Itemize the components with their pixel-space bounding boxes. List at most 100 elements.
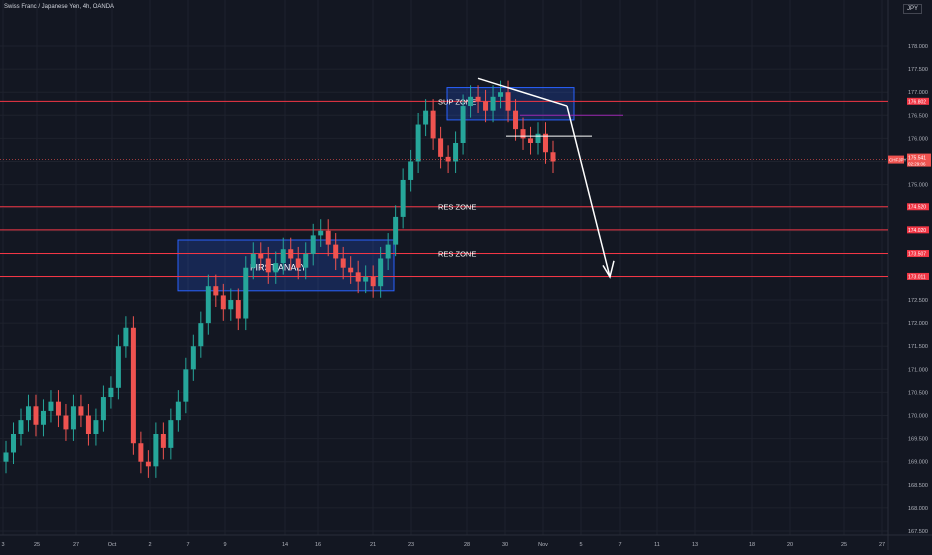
time-tick-label: 25 [841,542,847,548]
price-tick-label: 171.500 [908,344,928,350]
candle-body [48,401,54,411]
candle-body [475,96,481,102]
time-tick-label: 25 [34,542,40,548]
candle-body [378,258,384,287]
candle-body [340,258,346,268]
candle-body [63,415,69,430]
price-tick-label: 177.500 [908,67,928,73]
first-analysis-label: FIRST ANALY [250,263,307,273]
price-tick-label: 172.000 [908,321,928,327]
candle-body [153,434,159,467]
candle-body [453,143,459,162]
candle-body [438,138,444,157]
time-tick-label: 27 [879,542,885,548]
candle-body [70,406,76,430]
time-tick-label: 13 [692,542,698,548]
candle-body [175,401,181,421]
candle-body [3,452,9,462]
level-price-tag [907,203,929,211]
time-tick-label: 21 [370,542,376,548]
candle-body [220,295,226,310]
candle-body [280,249,286,264]
candle-body [505,92,511,111]
candle-body [355,272,361,282]
candle-body [123,327,129,347]
candle-body [93,420,99,434]
candle-body [363,276,369,282]
time-tick-label: 2 [148,542,151,548]
candle-body [318,230,324,236]
candle-body [333,244,339,259]
candle-body [490,96,496,111]
level-price-tag [907,97,929,105]
price-tick-label: 176.500 [908,113,928,119]
time-tick-label: 27 [73,542,79,548]
time-tick-label: 16 [315,542,321,548]
candle-body [348,267,354,273]
candle-body [528,138,534,143]
time-tick-label: 28 [464,542,470,548]
candle-body [310,235,316,254]
price-tick-label: 170.500 [908,390,928,396]
time-tick-label: 30 [502,542,508,548]
candle-body [408,161,414,180]
candle-body [445,156,451,162]
candle-body [160,434,166,448]
time-tick-label: 11 [654,542,660,548]
candle-body [468,96,474,107]
level-price-tag [907,272,929,280]
candle-body [520,129,526,139]
candle-body [265,258,271,273]
price-tick-label: 167.500 [908,529,928,535]
candle-body [25,406,31,421]
time-tick-label: 14 [282,542,288,548]
time-tick-label: 3 [1,542,4,548]
candle-body [513,110,519,130]
level-price-tag [907,250,929,258]
candle-body [460,106,466,143]
price-tick-label: 171.000 [908,367,928,373]
candle-body [400,179,406,217]
symbol-tag [888,155,904,164]
price-tick-label: 168.000 [908,506,928,512]
price-tick-label: 169.500 [908,437,928,443]
candle-body [483,101,489,111]
candle-body [183,369,189,402]
candle-body [430,110,436,139]
candle-body [295,258,301,268]
candle-body [190,346,196,370]
candle-body [423,110,429,125]
price-tick-label: 169.000 [908,460,928,466]
candle-body [168,420,174,448]
res-zone-label: RES ZONE [438,250,476,259]
candle-body [85,415,91,434]
candle-body [370,276,376,287]
descending-trendline [477,77,568,107]
candle-body [543,133,549,153]
candle-body [235,300,241,319]
candle-body [205,286,211,324]
level-price-label: 176.802 [908,99,926,105]
level-price-label: 174.020 [908,228,926,234]
candle-body [100,397,106,421]
candle-body [273,263,279,273]
time-tick-label: 7 [618,542,621,548]
time-tick-label: 18 [749,542,755,548]
candle-body [393,216,399,245]
candle-body [18,420,24,434]
time-tick-label: Oct [108,542,117,548]
price-tick-label: 177.000 [908,90,928,96]
candle-body [145,461,151,467]
candle-body [288,249,294,259]
candle-body [385,244,391,259]
time-tick-label: 7 [186,542,189,548]
currency-label[interactable]: JPY [902,4,922,14]
candle-body [535,133,541,143]
candle-body [55,401,61,416]
candle-body [108,387,114,398]
candle-body [130,327,136,444]
candle-body [213,286,219,296]
current-price-label: 175.541 [908,156,926,162]
